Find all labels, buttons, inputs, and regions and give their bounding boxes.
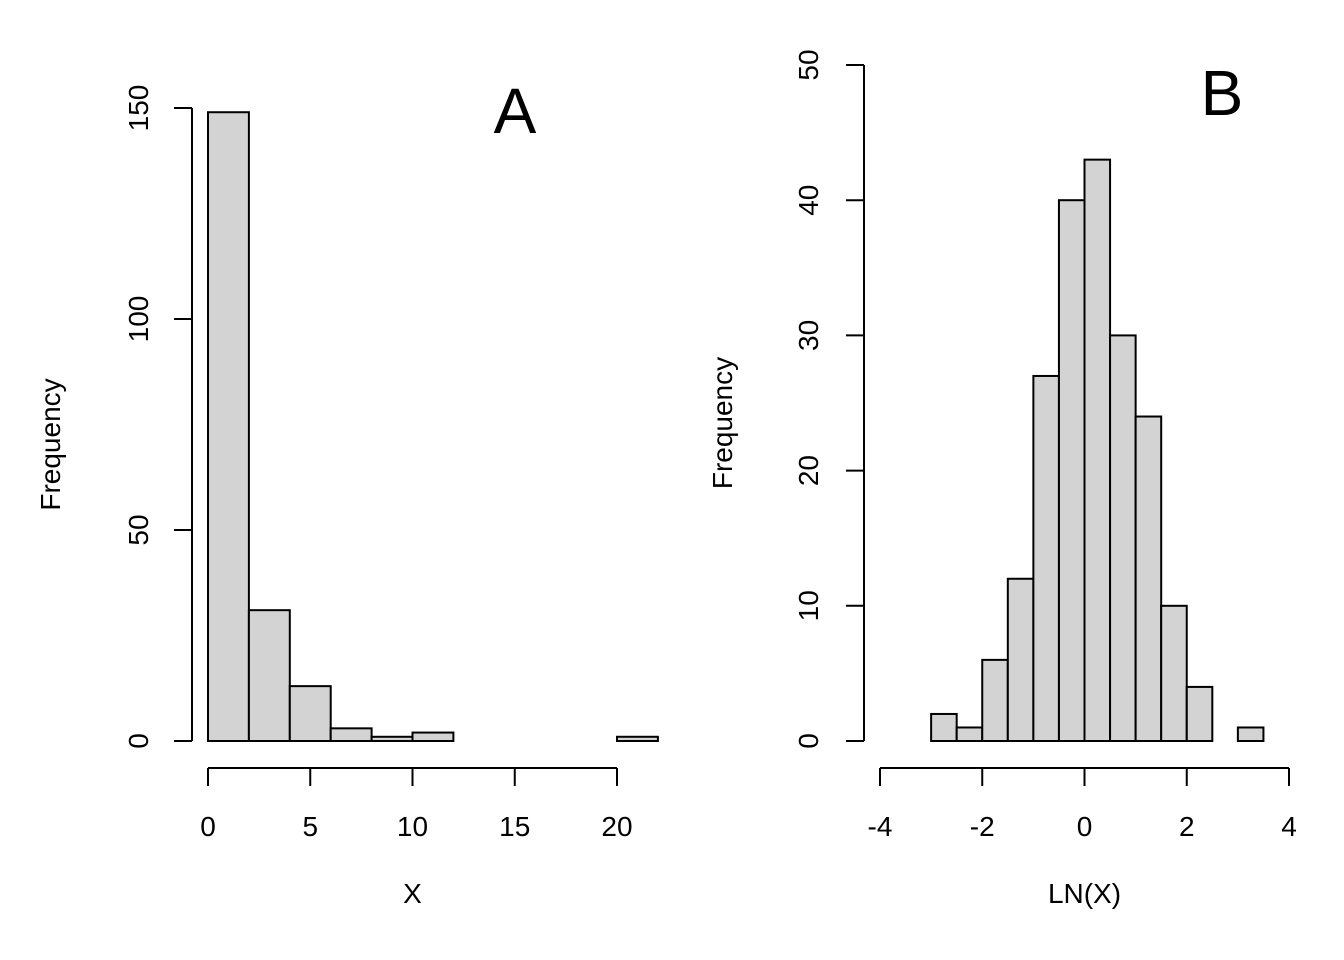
histogram-bar xyxy=(329,727,373,743)
panel-b: 0 10 20 30 40 50 -4 -2 0 2 4 Frequency LN(X) B xyxy=(707,49,1297,909)
x-axis-label: X xyxy=(403,878,422,909)
histogram-bar xyxy=(1057,199,1086,742)
y-tick-label: 30 xyxy=(793,320,824,351)
y-tick-label: 0 xyxy=(123,733,154,749)
y-tick-label: 150 xyxy=(123,85,154,132)
histogram-bar xyxy=(1083,158,1112,742)
histogram-bar xyxy=(370,735,414,743)
histogram-bar xyxy=(411,731,455,742)
histogram-bar xyxy=(955,726,984,742)
x-tick-label: 0 xyxy=(1077,811,1093,842)
histogram-bar xyxy=(1236,726,1265,742)
x-tick-label: 15 xyxy=(499,811,530,842)
y-tick-label: 50 xyxy=(793,49,824,80)
panel-letter: B xyxy=(1201,57,1244,129)
y-tick-label: 20 xyxy=(793,455,824,486)
y-tick-label: 10 xyxy=(793,590,824,621)
x-axis-label: LN(X) xyxy=(1048,878,1121,909)
x-tick-label: 5 xyxy=(302,811,318,842)
x-tick-label: -4 xyxy=(868,811,893,842)
histogram-bar xyxy=(1032,374,1060,742)
x-tick-label: 20 xyxy=(601,811,632,842)
x-tick-label: 10 xyxy=(397,811,428,842)
histogram-bar xyxy=(207,111,250,743)
x-tick-label: 4 xyxy=(1281,811,1297,842)
histogram-bar xyxy=(1185,685,1214,742)
histogram-bar xyxy=(1006,577,1035,743)
histogram-bar xyxy=(247,609,291,742)
histogram-bar xyxy=(288,685,332,743)
histogram-bar xyxy=(981,658,1009,743)
y-axis-label: Frequency xyxy=(35,378,66,510)
y-tick-label: 50 xyxy=(123,514,154,545)
y-tick-label: 100 xyxy=(123,296,154,343)
histogram-bar xyxy=(1160,604,1188,742)
x-tick-label: 0 xyxy=(200,811,216,842)
x-tick-label: 2 xyxy=(1179,811,1195,842)
histogram-bar xyxy=(616,735,659,743)
y-tick-label: 0 xyxy=(793,733,824,749)
panel-a: 0 50 100 150 0 5 10 15 20 Frequency X A xyxy=(35,75,659,909)
panel-letter: A xyxy=(494,75,537,147)
y-tick-label: 40 xyxy=(793,185,824,216)
histogram-bar xyxy=(1134,415,1163,742)
histogram-bar xyxy=(930,712,958,743)
histogram-bar xyxy=(1109,334,1137,742)
x-tick-label: -2 xyxy=(970,811,995,842)
y-axis-label: Frequency xyxy=(707,357,738,489)
